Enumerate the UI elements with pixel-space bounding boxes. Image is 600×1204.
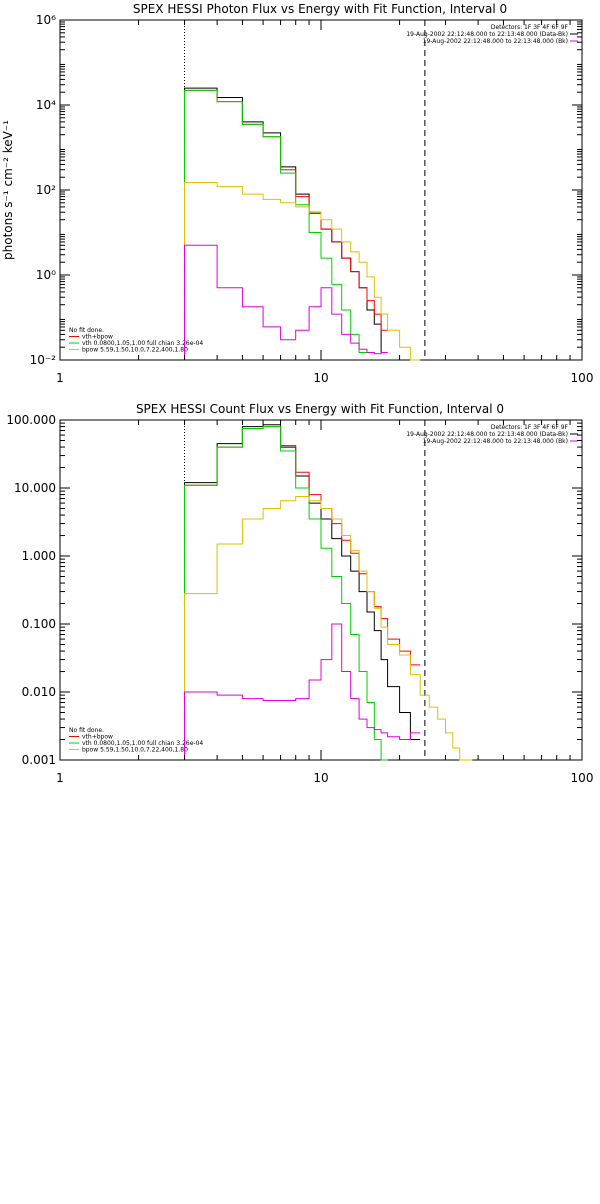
count-legend-entry: No fit done.: [69, 727, 104, 734]
count-x-tick-label: 10: [313, 771, 328, 785]
count-series-bk: [184, 623, 421, 760]
photon-y-tick-label: 10⁻²: [30, 353, 57, 367]
count-y-tick-label: 100.000: [6, 413, 56, 427]
count-x-tick-label: 100: [571, 771, 594, 785]
photon-plot-title: SPEX HESSI Photon Flux vs Energy with Fi…: [133, 2, 507, 16]
count-header-line: 19-Aug-2002 22:12:48.000 to 22:13:48.000…: [423, 438, 568, 445]
count-flux-plot: SPEX HESSI Count Flux vs Energy with Fit…: [6, 402, 593, 785]
count-y-tick-label: 0.100: [22, 617, 56, 631]
count-header-line: Detectors: 1F 3F 4F 6F 9F: [491, 424, 569, 431]
photon-legend-entry: bpow 5.59,1.50,10.0,7.22,400,1.80: [82, 347, 188, 354]
count-y-tick-label: 0.001: [22, 753, 56, 767]
photon-header-line: 19-Aug-2002 22:12:48.000 to 22:13:48.000…: [423, 38, 568, 45]
photon-series-bpow: [184, 182, 421, 361]
photon-x-tick-label: 1: [56, 371, 64, 385]
count-axis-ticks: 1 10 100 0.001 0.010 0.100 1.000 10.000 100.000: [6, 413, 593, 785]
photon-header-line: 19-Aug-2002 22:12:48.000 to 22:13:48.000…: [406, 31, 568, 38]
count-series-bpow: [184, 496, 473, 761]
count-legend-entry: vth+bpow: [82, 734, 113, 741]
photon-series-bk: [184, 244, 388, 360]
photon-legend-entry: No fit done.: [69, 327, 104, 334]
count-series-vth: [184, 426, 388, 761]
photon-legend-entry: vth+bpow: [82, 334, 113, 341]
count-y-tick-label: 0.010: [22, 685, 56, 699]
photon-y-tick-label: 10²: [36, 183, 56, 197]
photon-axis-ticks: 1 10 100 10⁻² 10⁰ 10² 10⁴ 10⁶: [30, 13, 594, 385]
count-series: [184, 420, 473, 761]
count-y-tick-label: 10.000: [14, 481, 56, 495]
photon-x-tick-label: 10: [313, 371, 328, 385]
count-header-line: 19-Aug-2002 22:12:48.000 to 22:13:48.000…: [406, 431, 568, 438]
count-x-tick-label: 1: [56, 771, 64, 785]
photon-y-tick-label: 10⁴: [36, 98, 56, 112]
photon-y-axis-label: photons s⁻¹ cm⁻² keV⁻¹: [1, 120, 15, 260]
photon-y-tick-label: 10⁰: [36, 268, 56, 282]
photon-legend-entry: vth 0.0800,1.05,1.00 full chian 3.26e-04: [82, 340, 203, 347]
count-y-tick-label: 1.000: [22, 549, 56, 563]
photon-flux-plot: SPEX HESSI Photon Flux vs Energy with Fi…: [1, 2, 593, 385]
photon-x-tick-label: 100: [571, 371, 594, 385]
photon-y-tick-label: 10⁶: [36, 13, 56, 27]
photon-header-line: Detectors: 1F 3F 4F 6F 9F: [491, 24, 569, 31]
count-plot-title: SPEX HESSI Count Flux vs Energy with Fit…: [136, 402, 504, 416]
count-legend-entry: bpow 5.59,1.50,10.0,7.22,400,1.80: [82, 747, 188, 754]
photon-series: [184, 20, 426, 361]
count-legend-entry: vth 0.0800,1.05,1.00 full chian 3.26e-04: [82, 740, 203, 747]
photon-series-vth: [184, 89, 367, 360]
